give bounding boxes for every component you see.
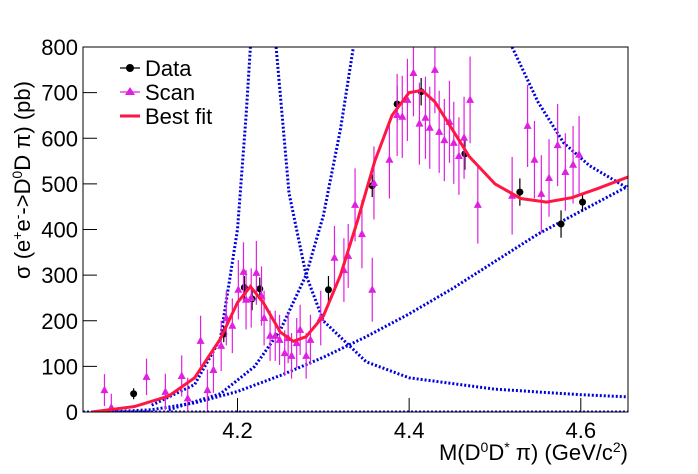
scan-point	[306, 335, 315, 343]
x-tick-label: 4.6	[565, 418, 596, 443]
scan-point	[460, 133, 469, 141]
y-tick-label: 500	[41, 172, 78, 197]
legend-key	[126, 64, 134, 72]
legend-label: Scan	[145, 80, 195, 105]
y-tick-label: 300	[41, 263, 78, 288]
y-tick-label: 400	[41, 218, 78, 243]
x-tick-label: 4.4	[394, 418, 425, 443]
component-curve	[510, 47, 628, 190]
scan-point	[440, 135, 449, 144]
scan-point	[271, 331, 280, 339]
scan-point	[183, 393, 192, 402]
scan-point	[421, 113, 430, 121]
data-point	[256, 285, 264, 293]
fit-curve	[91, 88, 628, 412]
scan-point	[473, 200, 482, 208]
scan-point	[280, 348, 289, 357]
scan-point	[196, 336, 205, 344]
data-point	[324, 286, 332, 294]
scan-point	[466, 95, 475, 103]
scan-point	[415, 119, 424, 127]
scan-point	[209, 365, 218, 374]
scan-point	[569, 160, 578, 168]
scan-point	[357, 229, 366, 238]
scan-point	[553, 140, 562, 149]
frame	[82, 46, 629, 413]
scan-point	[161, 387, 170, 395]
scan-point	[545, 173, 554, 181]
scan-point	[454, 151, 463, 160]
y-tick-label: 700	[41, 81, 78, 106]
component-curve	[168, 47, 355, 412]
scan-point	[398, 112, 407, 120]
scan-point	[247, 293, 256, 301]
scan-point	[403, 95, 412, 103]
y-axis-label: σ (e+e-->D0D π) (pb)	[9, 81, 35, 279]
scan-point	[385, 155, 394, 163]
scan-point	[523, 121, 532, 129]
scan-point	[260, 313, 269, 322]
y-tick-label: 600	[41, 126, 78, 151]
y-tick-label: 800	[41, 35, 78, 60]
scan-point	[537, 189, 546, 197]
scan-point	[409, 68, 418, 77]
scan-point	[330, 253, 339, 261]
scan-point	[252, 268, 261, 276]
scan-point	[575, 150, 584, 158]
scan-point	[435, 127, 444, 135]
data-point	[579, 198, 587, 206]
plot-area	[83, 47, 628, 412]
x-tick-label: 4.2	[222, 418, 253, 443]
scan-point	[449, 138, 458, 146]
scan-point	[425, 123, 434, 131]
scan-point	[100, 385, 109, 394]
y-tick-label: 200	[41, 309, 78, 334]
scan-point	[292, 338, 301, 347]
data-point	[557, 220, 565, 228]
legend-label: Data	[145, 56, 192, 81]
scan-point	[287, 351, 296, 359]
component-curve	[151, 47, 628, 407]
y-tick-label: 0	[66, 400, 78, 425]
scan-point	[296, 325, 305, 333]
legend-key	[125, 87, 135, 95]
scan-point	[142, 372, 151, 380]
scan-point	[228, 321, 237, 329]
scan-point	[302, 351, 311, 359]
scan-point	[177, 371, 186, 379]
scan-point	[275, 335, 284, 343]
scan-point	[266, 331, 275, 339]
scan-point	[351, 200, 360, 208]
scan-point	[369, 178, 378, 186]
y-tick-label: 100	[41, 354, 78, 379]
scan-point	[530, 155, 539, 163]
x-axis-label: M(D0D* π) (GeV/c2)	[439, 439, 628, 465]
legend-label: Best fit	[145, 104, 212, 129]
scan-point	[203, 385, 212, 394]
scan-point	[368, 285, 377, 293]
scan-point	[561, 167, 570, 176]
data-point	[516, 188, 524, 196]
data-point	[130, 390, 138, 398]
scan-point	[217, 341, 226, 349]
scan-point	[393, 110, 402, 118]
scan-point	[234, 285, 243, 293]
scan-point	[430, 65, 439, 73]
